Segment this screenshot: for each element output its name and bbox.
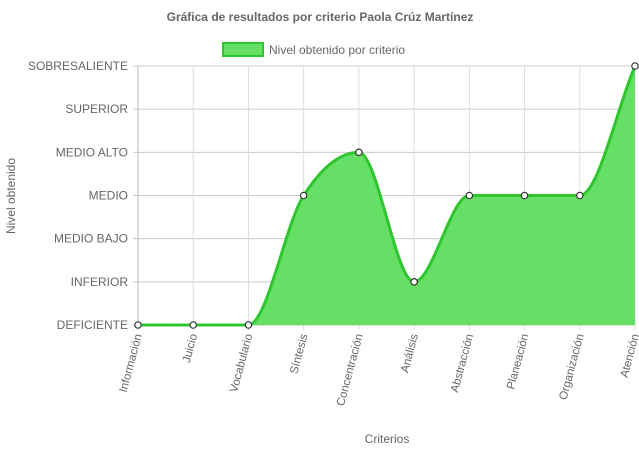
x-tick-label: Juicio <box>181 333 200 365</box>
data-point[interactable] <box>575 191 584 200</box>
legend-swatch <box>222 42 264 57</box>
data-points <box>134 62 639 329</box>
y-axis-ticks: DEFICIENTE INFERIOR MEDIO BAJO MEDIO MEDIO A… <box>28 59 128 332</box>
data-point[interactable] <box>520 191 529 200</box>
x-axis-label: Criterios <box>365 432 410 446</box>
x-tick-label: Concentración <box>335 333 366 408</box>
y-tick-label: SOBRESALIENTE <box>28 59 128 73</box>
y-tick-label: INFERIOR <box>71 275 129 289</box>
x-tick-label: Abstracción <box>449 333 476 394</box>
data-point[interactable] <box>299 191 308 200</box>
data-point[interactable] <box>465 191 474 200</box>
legend-label: Nivel obtenido por criterio <box>269 43 405 57</box>
series-area <box>137 65 637 327</box>
data-point[interactable] <box>189 321 198 329</box>
x-tick-label: Vocabulario <box>228 333 255 394</box>
series-line <box>137 65 637 327</box>
data-point[interactable] <box>134 321 142 329</box>
x-tick-label: Información <box>118 333 145 394</box>
legend[interactable]: Nivel obtenido por criterio <box>222 42 405 57</box>
data-point[interactable] <box>244 321 253 329</box>
chart-title: Gráfica de resultados por criterio Paola… <box>167 10 474 24</box>
x-tick-label: Organización <box>558 333 587 402</box>
x-axis-ticks: Información Juicio Vocabulario Síntesis Conc… <box>118 332 639 407</box>
y-tick-label: MEDIO BAJO <box>54 232 128 246</box>
x-tick-label: Planeación <box>505 333 531 391</box>
y-axis-label: Nivel obtenido <box>4 158 18 234</box>
y-tick-label: MEDIO <box>89 189 128 203</box>
data-point[interactable] <box>410 278 418 286</box>
x-tick-label: Atención <box>619 333 639 379</box>
x-tick-label: Análisis <box>399 332 421 374</box>
y-tick-label: DEFICIENTE <box>57 318 128 332</box>
x-tick-label: Síntesis <box>288 332 310 375</box>
series-fill <box>138 66 635 325</box>
y-tick-label: MEDIO ALTO <box>56 145 128 159</box>
y-tick-label: SUPERIOR <box>65 102 128 116</box>
data-point[interactable] <box>631 62 639 70</box>
data-point[interactable] <box>355 148 363 157</box>
